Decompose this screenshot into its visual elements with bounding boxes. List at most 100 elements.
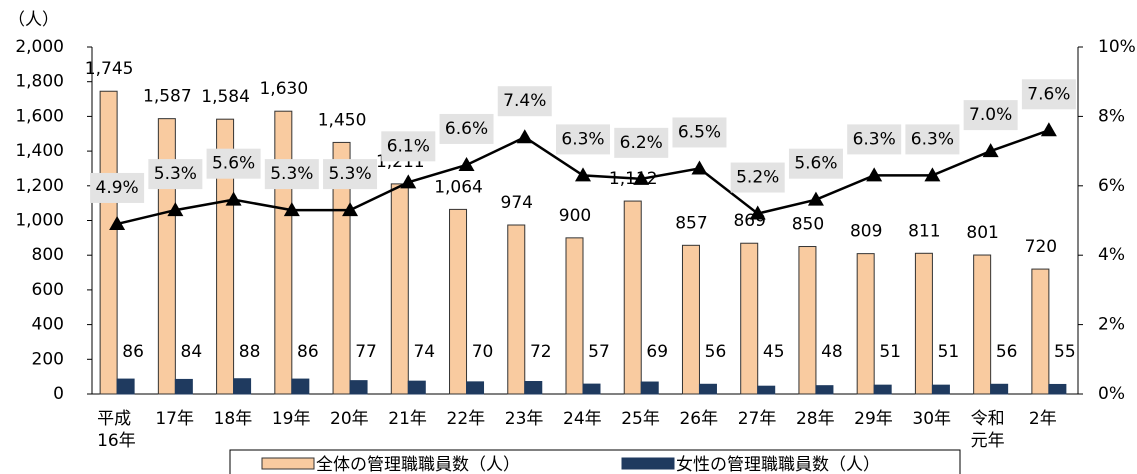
bar <box>565 237 584 395</box>
data-label: 74 <box>413 342 435 362</box>
data-label: 7.6% <box>1027 84 1070 104</box>
label-bg <box>264 159 319 190</box>
bar <box>1048 383 1067 395</box>
data-label: 811 <box>908 221 940 241</box>
marker <box>400 174 417 189</box>
data-label: 801 <box>966 223 998 243</box>
x-tick-label: 30年 <box>912 409 952 429</box>
marker <box>749 205 766 220</box>
data-label: 1,450 <box>318 110 367 130</box>
data-label: 86 <box>122 342 144 362</box>
bar <box>291 378 310 395</box>
marker <box>575 167 591 182</box>
x-tick-label: 19年 <box>271 409 311 429</box>
bar <box>914 252 933 395</box>
marker <box>982 143 999 158</box>
marker <box>342 202 359 217</box>
label-bg <box>730 162 785 193</box>
bar <box>524 381 543 395</box>
marker <box>1040 122 1057 137</box>
bar <box>466 381 485 395</box>
data-label: 6.5% <box>678 122 721 142</box>
label-bg <box>1021 79 1076 110</box>
bar <box>757 385 776 395</box>
y2-tick-label: 4% <box>1098 245 1125 265</box>
y-tick-label: 1,200 <box>15 176 64 196</box>
label-bg <box>614 127 669 158</box>
data-label: 974 <box>501 193 533 213</box>
legend-box <box>229 449 961 474</box>
y-tick-label: 800 <box>32 245 64 265</box>
data-label: 1,630 <box>259 79 308 99</box>
y2-tick-label: 0% <box>1098 384 1125 404</box>
data-label: 86 <box>297 342 319 362</box>
bar <box>116 378 135 395</box>
bar <box>798 246 817 395</box>
data-label: 5.3% <box>154 164 197 184</box>
data-label: 5.3% <box>270 164 313 184</box>
x-tick-label: 22年 <box>446 409 486 429</box>
data-label: 56 <box>996 342 1018 362</box>
label-bg <box>905 124 960 155</box>
data-label: 4.9% <box>96 178 139 198</box>
legend-label: 全体の管理職職員数（人） <box>316 455 520 474</box>
data-label: 70 <box>472 342 494 362</box>
bar <box>815 385 834 395</box>
marker <box>924 167 941 182</box>
marker <box>225 191 242 206</box>
y-tick-label: 1,400 <box>15 141 64 161</box>
label-bg <box>497 86 552 117</box>
label-bg <box>847 124 902 155</box>
data-label: 5.2% <box>736 168 779 188</box>
bar <box>856 253 875 395</box>
bar <box>449 208 468 395</box>
x-tick-label: 23年 <box>504 409 544 429</box>
data-label: 48 <box>821 342 843 362</box>
x-tick-label: 21年 <box>388 409 427 429</box>
data-label: 7.4% <box>503 91 546 111</box>
y-tick-label: 2,000 <box>15 37 64 57</box>
y2-tick-label: 2% <box>1098 315 1125 335</box>
data-label: 720 <box>1025 237 1057 257</box>
bar <box>698 383 717 395</box>
data-label: 51 <box>938 342 960 362</box>
data-label: 6.1% <box>387 136 430 156</box>
data-label: 1,584 <box>201 87 250 107</box>
legend-swatch <box>621 457 675 470</box>
data-label: 88 <box>239 342 261 362</box>
label-bg <box>381 131 436 162</box>
y-tick-label: 0 <box>53 384 64 404</box>
y-tick-label: 1,800 <box>15 72 64 92</box>
marker <box>458 156 475 171</box>
data-label: 51 <box>879 342 901 362</box>
x-tick-label: 25年 <box>621 409 660 429</box>
bar <box>274 110 293 395</box>
legend-label: 女性の管理職職員数（人） <box>676 455 880 474</box>
data-label: 900 <box>559 206 591 226</box>
marker <box>691 160 708 175</box>
y2-tick-label: 6% <box>1098 176 1125 196</box>
data-label: 1,587 <box>143 87 192 107</box>
y-tick-label: 400 <box>32 315 64 335</box>
bar <box>681 244 700 395</box>
bar <box>507 224 526 395</box>
bar <box>349 380 368 395</box>
label-bg <box>206 148 261 179</box>
bar <box>233 378 252 395</box>
label-bg <box>556 124 610 155</box>
bar <box>407 380 426 395</box>
label-bg <box>90 172 145 203</box>
x-tick-label: 平成16年 <box>97 409 136 451</box>
bar <box>174 378 193 395</box>
label-bg <box>788 148 843 179</box>
x-tick-label: 17年 <box>155 409 194 429</box>
data-label: 850 <box>792 215 824 235</box>
x-tick-label: 27年 <box>737 409 777 429</box>
bar <box>740 242 759 395</box>
x-tick-label: 20年 <box>330 409 369 429</box>
y-tick-label: 1,000 <box>15 211 64 231</box>
data-label: 1,745 <box>85 59 134 79</box>
marker <box>283 202 300 217</box>
